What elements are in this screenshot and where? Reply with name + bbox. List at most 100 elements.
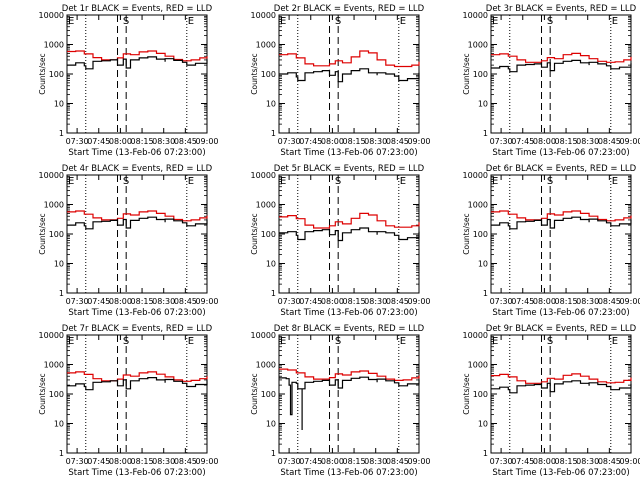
x-tick-label: 08:00 bbox=[321, 457, 344, 466]
plot-frame bbox=[490, 14, 632, 134]
x-tick-label: 07:45 bbox=[511, 457, 534, 466]
panel-title: Det 2r BLACK = Events, RED = LLD bbox=[274, 4, 425, 14]
x-tick-label: 09:00 bbox=[407, 137, 430, 146]
x-tick-label: 08:45 bbox=[174, 137, 197, 146]
marker-label: E bbox=[188, 176, 194, 187]
y-tick-label: 1000 bbox=[44, 361, 64, 370]
x-tick-label: 08:30 bbox=[576, 457, 599, 466]
y-tick-label: 1000 bbox=[44, 41, 64, 50]
marker-label: E bbox=[280, 176, 286, 187]
x-axis-label: Start Time (13-Feb-06 07:23:00) bbox=[280, 148, 417, 158]
x-tick-label: 08:00 bbox=[533, 457, 556, 466]
series-events-line bbox=[67, 377, 208, 391]
x-tick-label: 08:00 bbox=[109, 457, 132, 466]
y-tick-label: 100 bbox=[49, 70, 64, 79]
y-tick-label: 10 bbox=[266, 100, 276, 109]
y-tick-label: 10 bbox=[266, 260, 276, 269]
marker-label: E bbox=[68, 176, 74, 187]
x-tick-label: 07:30 bbox=[66, 297, 89, 306]
x-tick-label: 07:45 bbox=[511, 137, 534, 146]
y-tick-label: 10000 bbox=[463, 171, 488, 180]
detector-panel: Det 5r BLACK = Events, RED = LLD 1 10 100 10… bbox=[250, 164, 431, 318]
x-tick-label: 09:00 bbox=[619, 457, 640, 466]
x-tick-label: 07:30 bbox=[66, 137, 89, 146]
plot-frame bbox=[66, 174, 208, 294]
x-tick-label: 08:15 bbox=[131, 297, 154, 306]
panel-title: Det 7r BLACK = Events, RED = LLD bbox=[62, 324, 213, 334]
marker-label: E bbox=[492, 16, 498, 27]
y-axis-label: Counts/sec bbox=[250, 213, 259, 254]
x-tick-label: 07:30 bbox=[66, 457, 89, 466]
y-axis-label: Counts/sec bbox=[250, 373, 259, 414]
series-lld-line bbox=[279, 212, 420, 229]
y-tick-label: 1 bbox=[483, 129, 488, 138]
panel-title: Det 6r BLACK = Events, RED = LLD bbox=[486, 164, 637, 174]
x-tick-label: 09:00 bbox=[407, 297, 430, 306]
x-tick-label: 08:45 bbox=[598, 137, 621, 146]
x-tick-label: 08:45 bbox=[386, 137, 409, 146]
x-axis-label: Start Time (13-Feb-06 07:23:00) bbox=[68, 308, 205, 318]
y-axis-label: Counts/sec bbox=[462, 53, 471, 94]
x-tick-label: 08:45 bbox=[386, 297, 409, 306]
panel-title: Det 5r BLACK = Events, RED = LLD bbox=[274, 164, 425, 174]
marker-label: E bbox=[400, 336, 406, 347]
detector-panel: Det 6r BLACK = Events, RED = LLD 1 10 100 10… bbox=[462, 164, 640, 318]
y-tick-label: 1000 bbox=[256, 201, 276, 210]
x-tick-label: 08:15 bbox=[343, 457, 366, 466]
x-tick-label: 07:45 bbox=[87, 137, 110, 146]
marker-label: E bbox=[492, 176, 498, 187]
y-tick-label: 1000 bbox=[468, 41, 488, 50]
y-tick-label: 10 bbox=[54, 420, 64, 429]
detector-panel: Det 3r BLACK = Events, RED = LLD 1 10 100 10… bbox=[462, 4, 640, 158]
y-tick-label: 100 bbox=[49, 390, 64, 399]
x-tick-label: 08:00 bbox=[533, 297, 556, 306]
marker-label: E bbox=[612, 16, 618, 27]
y-tick-label: 10 bbox=[478, 100, 488, 109]
y-axis-label: Counts/sec bbox=[250, 53, 259, 94]
x-tick-label: 07:30 bbox=[490, 457, 513, 466]
series-events-line bbox=[491, 216, 632, 230]
plot-frame bbox=[490, 334, 632, 454]
x-tick-label: 08:30 bbox=[152, 137, 175, 146]
x-tick-label: 09:00 bbox=[195, 457, 218, 466]
panel-title: Det 8r BLACK = Events, RED = LLD bbox=[274, 324, 425, 334]
y-tick-label: 100 bbox=[473, 390, 488, 399]
y-tick-label: 1 bbox=[59, 449, 64, 458]
x-tick-label: 08:45 bbox=[174, 297, 197, 306]
series-events-line bbox=[67, 56, 208, 70]
detector-panel: Det 4r BLACK = Events, RED = LLD 1 10 100 10… bbox=[38, 164, 219, 318]
x-tick-label: 08:30 bbox=[576, 297, 599, 306]
series-events-line bbox=[279, 68, 420, 83]
series-lld-line bbox=[67, 50, 208, 62]
x-tick-label: 08:15 bbox=[343, 297, 366, 306]
y-tick-label: 10000 bbox=[251, 11, 276, 20]
x-tick-label: 08:00 bbox=[321, 137, 344, 146]
y-axis-label: Counts/sec bbox=[462, 373, 471, 414]
x-tick-label: 08:30 bbox=[364, 137, 387, 146]
marker-label: E bbox=[400, 176, 406, 187]
x-axis-label: Start Time (13-Feb-06 07:23:00) bbox=[68, 468, 205, 478]
y-tick-label: 10 bbox=[478, 420, 488, 429]
x-tick-label: 07:30 bbox=[490, 137, 513, 146]
y-tick-label: 10000 bbox=[39, 171, 64, 180]
y-tick-label: 1000 bbox=[44, 201, 64, 210]
y-tick-label: 1 bbox=[59, 129, 64, 138]
x-tick-label: 09:00 bbox=[195, 137, 218, 146]
y-tick-label: 1 bbox=[271, 289, 276, 298]
y-tick-label: 1 bbox=[483, 289, 488, 298]
y-tick-label: 10 bbox=[478, 260, 488, 269]
y-tick-label: 100 bbox=[261, 230, 276, 239]
y-tick-label: 10000 bbox=[463, 11, 488, 20]
plot-frame bbox=[278, 174, 420, 294]
x-tick-label: 08:30 bbox=[152, 457, 175, 466]
y-tick-label: 10 bbox=[54, 100, 64, 109]
series-events-line bbox=[67, 216, 208, 230]
x-tick-label: 07:30 bbox=[490, 297, 513, 306]
y-axis-label: Counts/sec bbox=[38, 213, 47, 254]
plot-frame bbox=[66, 14, 208, 134]
series-lld-line bbox=[491, 373, 632, 384]
series-lld-line bbox=[491, 52, 632, 63]
x-tick-label: 08:15 bbox=[555, 297, 578, 306]
x-tick-label: 08:15 bbox=[555, 457, 578, 466]
